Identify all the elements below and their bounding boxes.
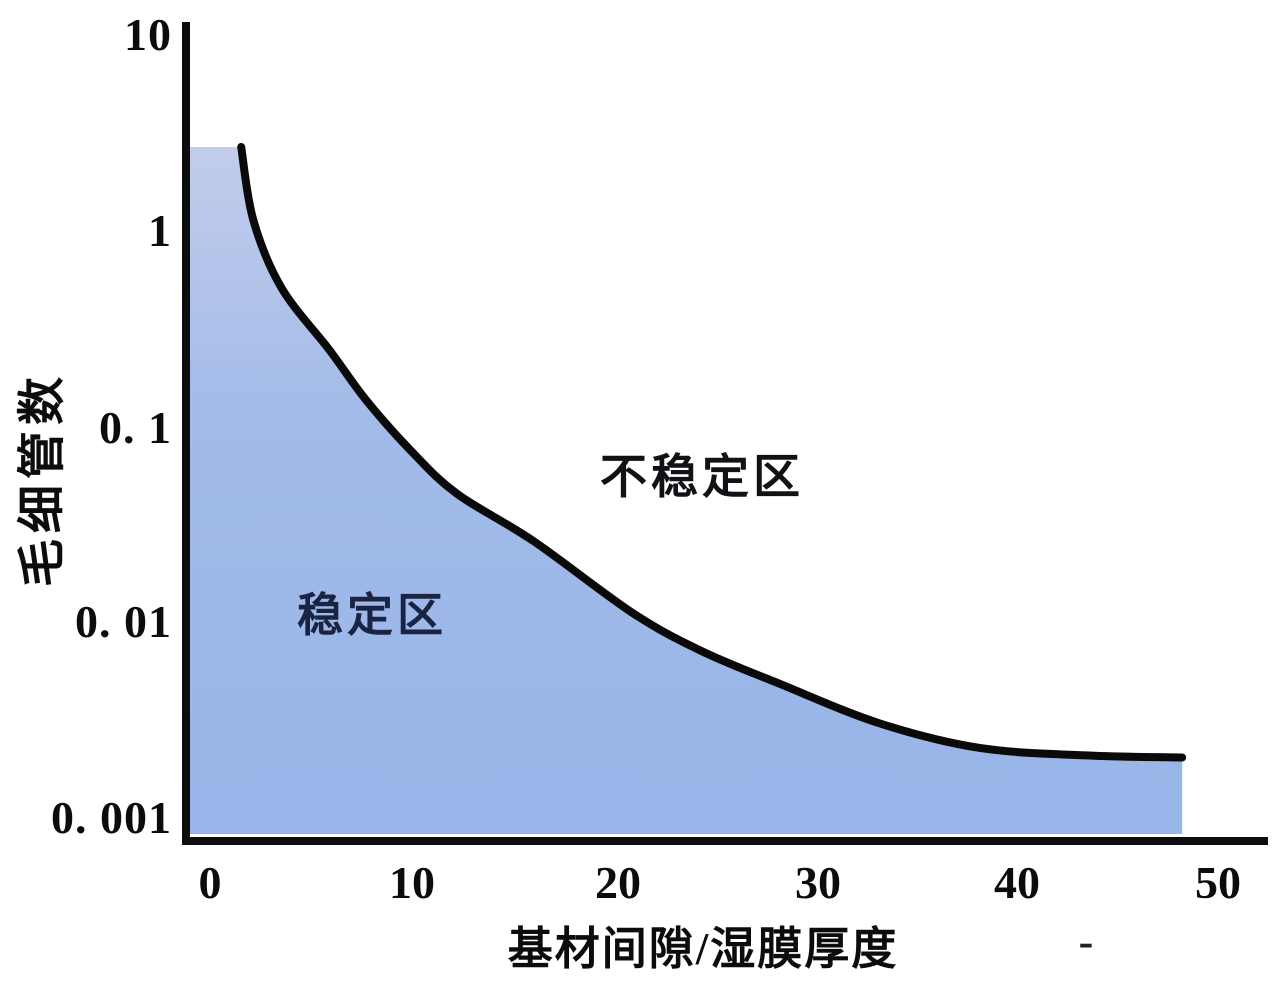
y-tick-1: 1 xyxy=(148,205,172,256)
stable-region-label: 稳定区 xyxy=(297,590,447,641)
y-tick-0-01: 0. 01 xyxy=(75,596,172,647)
x-axis-line xyxy=(182,837,1268,845)
x-tick-30: 30 xyxy=(795,857,841,908)
y-axis-title: 毛细管数 xyxy=(16,371,69,588)
y-axis-line xyxy=(182,22,190,844)
x-tick-50: 50 xyxy=(1195,857,1241,908)
x-tick-20: 20 xyxy=(595,857,641,908)
x-axis-title: 基材间隙/湿膜厚度 xyxy=(507,924,899,974)
stability-boundary-curve xyxy=(237,143,1187,762)
stable-region-fill xyxy=(186,147,1183,834)
x-tick-40: 40 xyxy=(994,857,1040,908)
y-tick-0-1: 0. 1 xyxy=(99,402,172,453)
unstable-region-label: 不稳定区 xyxy=(600,452,804,504)
y-tick-10: 10 xyxy=(124,9,172,60)
y-tick-0-001: 0. 001 xyxy=(51,792,172,843)
stray-dash-mark: - xyxy=(1078,917,1094,966)
x-tick-10: 10 xyxy=(389,857,435,908)
x-tick-0: 0 xyxy=(198,857,222,908)
